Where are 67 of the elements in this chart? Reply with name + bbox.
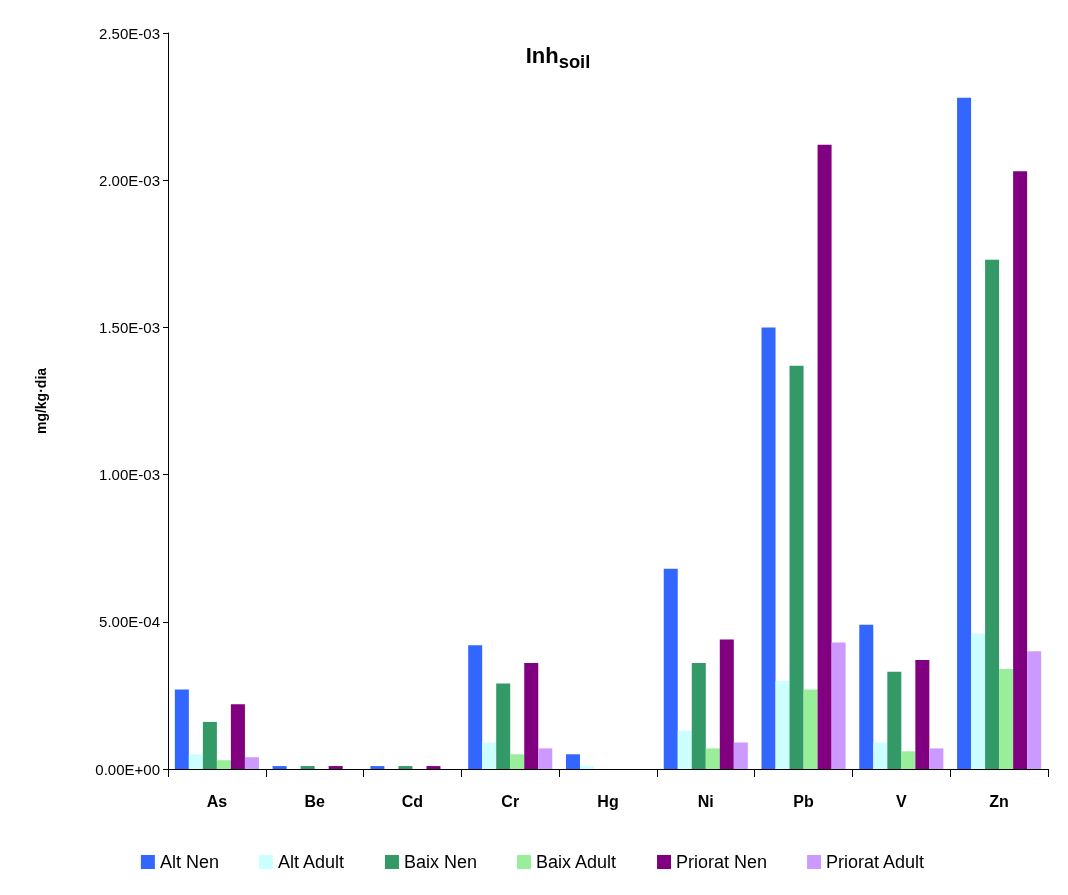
x-tick-label: Hg bbox=[597, 792, 619, 810]
bar bbox=[300, 766, 315, 769]
bar bbox=[859, 624, 874, 769]
x-tick-label: Zn bbox=[989, 792, 1009, 810]
x-tick-label: Cr bbox=[501, 792, 520, 810]
bar bbox=[524, 663, 539, 769]
x-tick-label: As bbox=[206, 792, 228, 810]
bar bbox=[482, 742, 497, 769]
bar bbox=[244, 757, 259, 769]
y-tick-label: 1.50E-03 bbox=[99, 318, 160, 336]
bar bbox=[370, 766, 385, 769]
bar bbox=[496, 683, 511, 769]
text: Inh$_{soil}$ bbox=[524, 43, 592, 74]
bar bbox=[216, 760, 231, 769]
bar bbox=[188, 754, 203, 769]
bar bbox=[719, 639, 734, 769]
x-tick-label: Cd bbox=[401, 792, 424, 810]
bar bbox=[426, 766, 441, 769]
bar bbox=[328, 766, 343, 769]
y-tick-label: 2.00E-03 bbox=[99, 171, 160, 189]
bar bbox=[915, 660, 930, 769]
legend-label: Baix Adult bbox=[535, 852, 617, 872]
bar bbox=[230, 704, 245, 769]
bar bbox=[565, 754, 580, 769]
bar bbox=[174, 689, 189, 769]
bar bbox=[398, 766, 413, 769]
bar bbox=[1013, 171, 1028, 769]
bar bbox=[733, 742, 748, 769]
legend-label: Priorat Nen bbox=[676, 852, 768, 872]
legend-label: Alt Nen bbox=[159, 852, 219, 872]
bar bbox=[510, 754, 525, 769]
bar bbox=[272, 766, 287, 769]
bar bbox=[663, 568, 678, 769]
y-tick-label: 5.00E-04 bbox=[99, 613, 160, 631]
legend-label: Alt Adult bbox=[277, 852, 344, 872]
bar bbox=[957, 97, 972, 769]
bar bbox=[929, 748, 944, 769]
x-tick-label: Be bbox=[304, 792, 325, 810]
bar bbox=[691, 663, 706, 769]
bar bbox=[999, 668, 1014, 769]
x-tick-label: Ni bbox=[697, 792, 714, 810]
y-tick-label: 1.00E-03 bbox=[99, 466, 160, 484]
bar bbox=[971, 633, 986, 769]
y-tick-label: 0.00E+00 bbox=[95, 760, 160, 778]
bar bbox=[761, 327, 776, 769]
legend-label: Priorat Adult bbox=[826, 852, 925, 872]
bar bbox=[1027, 651, 1042, 769]
bar bbox=[831, 642, 846, 769]
bar bbox=[468, 645, 483, 769]
bar bbox=[705, 748, 720, 769]
bar bbox=[775, 680, 790, 769]
bar bbox=[985, 259, 1000, 769]
bar bbox=[817, 144, 832, 769]
y-tick-label: 2.50E-03 bbox=[99, 24, 160, 42]
bar bbox=[677, 730, 692, 769]
bar bbox=[887, 671, 902, 769]
bar bbox=[901, 751, 916, 769]
bar bbox=[803, 689, 818, 769]
bar bbox=[579, 766, 594, 769]
bar bbox=[789, 365, 804, 769]
y-axis-title: mg/kg·dia bbox=[33, 367, 49, 435]
bar bbox=[873, 742, 888, 769]
x-tick-label: V bbox=[896, 792, 907, 810]
bar bbox=[202, 721, 217, 769]
legend-label: Baix Nen bbox=[403, 852, 477, 872]
x-tick-label: Pb bbox=[793, 792, 814, 810]
bar bbox=[538, 748, 553, 769]
